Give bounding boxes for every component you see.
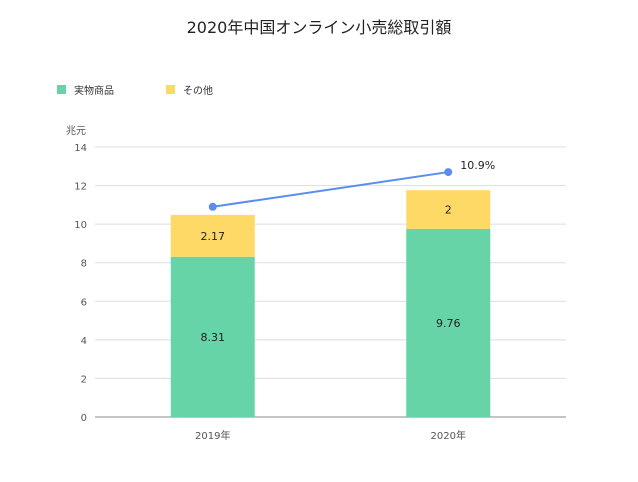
x-tick-label-0: 2019年 (195, 429, 230, 442)
bar-label-0-0: 8.31 (201, 331, 226, 344)
bar-0-1 (406, 228, 491, 417)
bar-label-0-1: 9.76 (436, 317, 461, 330)
legend-label-series-0: 実物商品 (74, 86, 114, 97)
bar-0-0 (170, 256, 255, 417)
chart-title: 2020年中国オンライン小売総取引額 (186, 18, 452, 37)
growth-line (212, 171, 449, 208)
y-tick-label-6: 12 (74, 182, 87, 193)
y-tick-label-2: 4 (81, 336, 87, 347)
x-tick-label-1: 2020年 (431, 429, 466, 442)
y-tick-label-4: 8 (81, 259, 87, 270)
legend-swatch-series-0 (57, 85, 66, 94)
y-tick-label-3: 6 (81, 297, 87, 308)
y-tick-label-1: 2 (81, 374, 87, 385)
growth-label-1: 10.9% (460, 159, 495, 172)
legend-swatch-series-1 (166, 85, 175, 94)
y-tick-label-5: 10 (74, 220, 87, 231)
legend: 実物商品 その他 (57, 82, 265, 97)
y-tick-label-7: 14 (74, 143, 87, 154)
bar-label-1-1: 2 (445, 203, 452, 216)
bar-1-1 (406, 190, 491, 229)
legend-label-series-1: その他 (183, 86, 213, 97)
legend-item-series-0: 実物商品 (57, 82, 114, 97)
y-tick-label-0: 0 (81, 413, 87, 424)
y-axis-unit-label: 兆元 (66, 126, 86, 137)
bar-1-0 (170, 214, 255, 257)
legend-item-series-1: その他 (166, 82, 213, 97)
bar-label-1-0: 2.17 (201, 230, 226, 243)
growth-point-1 (444, 168, 453, 177)
growth-point-0 (208, 202, 217, 211)
